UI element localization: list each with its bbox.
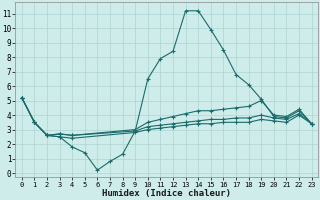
X-axis label: Humidex (Indice chaleur): Humidex (Indice chaleur) xyxy=(102,189,231,198)
